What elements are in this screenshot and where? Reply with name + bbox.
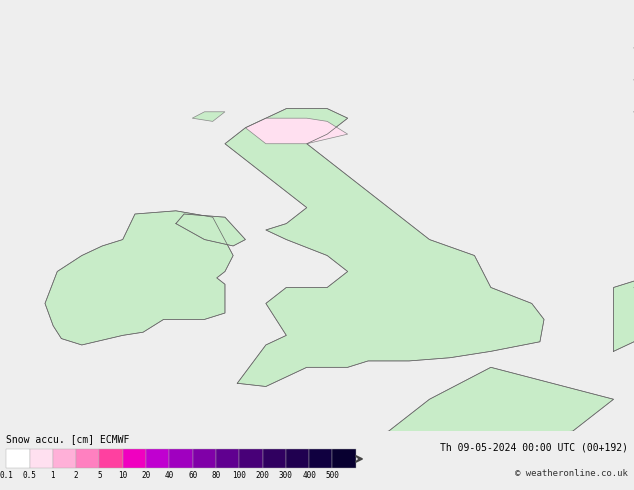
FancyBboxPatch shape [100, 449, 123, 468]
Text: 10: 10 [118, 470, 127, 480]
FancyBboxPatch shape [216, 449, 239, 468]
Text: 100: 100 [232, 470, 246, 480]
Text: 80: 80 [211, 470, 221, 480]
Text: © weatheronline.co.uk: © weatheronline.co.uk [515, 469, 628, 478]
Polygon shape [614, 271, 634, 351]
Polygon shape [45, 211, 233, 345]
FancyBboxPatch shape [309, 449, 332, 468]
Polygon shape [176, 214, 245, 246]
Text: 40: 40 [165, 470, 174, 480]
FancyBboxPatch shape [146, 449, 169, 468]
FancyBboxPatch shape [169, 449, 193, 468]
Text: 2: 2 [74, 470, 79, 480]
Text: 200: 200 [256, 470, 269, 480]
Text: 300: 300 [279, 470, 293, 480]
Text: 400: 400 [302, 470, 316, 480]
FancyBboxPatch shape [332, 449, 356, 468]
Text: 0.5: 0.5 [23, 470, 37, 480]
Text: Th 09-05-2024 00:00 UTC (00+192): Th 09-05-2024 00:00 UTC (00+192) [439, 443, 628, 453]
FancyBboxPatch shape [6, 449, 30, 468]
Text: 5: 5 [97, 470, 102, 480]
Polygon shape [266, 368, 614, 447]
FancyBboxPatch shape [239, 449, 262, 468]
Text: Snow accu. [cm] ECMWF: Snow accu. [cm] ECMWF [6, 434, 130, 444]
Text: 1: 1 [51, 470, 55, 480]
Text: 20: 20 [141, 470, 151, 480]
Text: 500: 500 [325, 470, 339, 480]
Text: 0.1: 0.1 [0, 470, 13, 480]
Polygon shape [225, 109, 544, 387]
FancyBboxPatch shape [286, 449, 309, 468]
FancyBboxPatch shape [193, 449, 216, 468]
FancyBboxPatch shape [53, 449, 76, 468]
FancyBboxPatch shape [123, 449, 146, 468]
FancyBboxPatch shape [262, 449, 286, 468]
FancyBboxPatch shape [76, 449, 100, 468]
Text: 60: 60 [188, 470, 197, 480]
FancyBboxPatch shape [30, 449, 53, 468]
Polygon shape [245, 118, 347, 144]
Polygon shape [192, 112, 225, 122]
